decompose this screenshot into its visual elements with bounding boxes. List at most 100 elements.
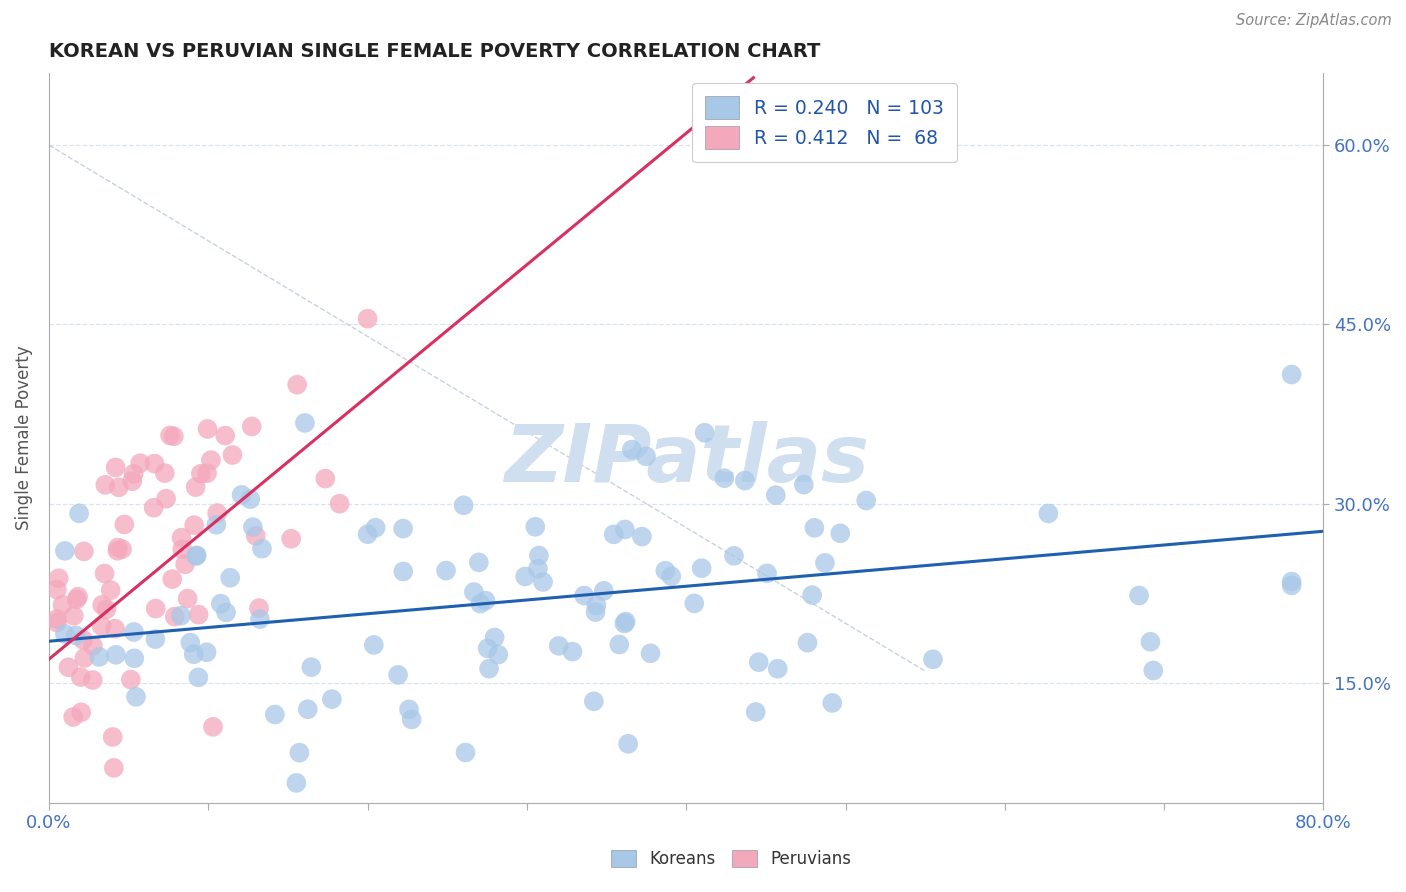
- Point: [723, 549, 745, 563]
- Point: [239, 492, 262, 507]
- Point: [120, 673, 142, 687]
- Point: [186, 549, 208, 563]
- Point: [531, 574, 554, 589]
- Point: [830, 526, 852, 541]
- Point: [547, 639, 569, 653]
- Point: [112, 517, 135, 532]
- Point: [515, 569, 537, 583]
- Point: [434, 564, 457, 578]
- Point: [163, 429, 186, 443]
- Point: [280, 532, 302, 546]
- Point: [356, 311, 378, 326]
- Point: [170, 531, 193, 545]
- Point: [1038, 507, 1060, 521]
- Point: [585, 599, 607, 613]
- Point: [72, 632, 94, 647]
- Point: [215, 606, 238, 620]
- Point: [659, 569, 682, 583]
- Point: [1281, 368, 1303, 382]
- Point: [690, 561, 713, 575]
- Point: [398, 702, 420, 716]
- Point: [387, 668, 409, 682]
- Point: [364, 521, 387, 535]
- Point: [65, 592, 87, 607]
- Point: [45, 582, 67, 597]
- Point: [294, 416, 316, 430]
- Point: [582, 694, 605, 708]
- Point: [561, 645, 583, 659]
- Point: [453, 499, 475, 513]
- Point: [922, 652, 945, 666]
- Point: [470, 597, 492, 611]
- Point: [82, 673, 104, 687]
- Point: [474, 593, 496, 607]
- Point: [527, 561, 550, 575]
- Point: [104, 460, 127, 475]
- Point: [153, 466, 176, 480]
- Point: [73, 544, 96, 558]
- Point: [202, 720, 225, 734]
- Point: [693, 425, 716, 440]
- Point: [745, 705, 768, 719]
- Point: [748, 655, 770, 669]
- Point: [264, 707, 287, 722]
- Point: [160, 572, 183, 586]
- Point: [793, 477, 815, 491]
- Point: [713, 471, 735, 485]
- Point: [299, 660, 322, 674]
- Point: [195, 645, 218, 659]
- Point: [478, 662, 501, 676]
- Point: [163, 609, 186, 624]
- Point: [143, 632, 166, 646]
- Text: Source: ZipAtlas.com: Source: ZipAtlas.com: [1236, 13, 1392, 29]
- Point: [190, 467, 212, 481]
- Point: [321, 692, 343, 706]
- Point: [288, 746, 311, 760]
- Point: [766, 662, 789, 676]
- Point: [73, 651, 96, 665]
- Point: [486, 648, 509, 662]
- Point: [477, 641, 499, 656]
- Point: [756, 566, 779, 581]
- Point: [82, 639, 104, 653]
- Point: [297, 702, 319, 716]
- Point: [245, 529, 267, 543]
- Point: [468, 555, 491, 569]
- Point: [285, 377, 308, 392]
- Point: [613, 616, 636, 631]
- Point: [107, 480, 129, 494]
- Point: [51, 598, 73, 612]
- Point: [1281, 574, 1303, 589]
- Point: [104, 648, 127, 662]
- Point: [172, 542, 194, 557]
- Point: [796, 635, 818, 649]
- Point: [640, 646, 662, 660]
- Point: [814, 556, 837, 570]
- Point: [96, 602, 118, 616]
- Point: [654, 564, 676, 578]
- Point: [1139, 635, 1161, 649]
- Point: [607, 638, 630, 652]
- Point: [527, 549, 550, 563]
- Point: [221, 448, 243, 462]
- Point: [159, 428, 181, 442]
- Point: [247, 601, 270, 615]
- Point: [142, 500, 165, 515]
- Point: [62, 608, 84, 623]
- Point: [183, 647, 205, 661]
- Point: [107, 541, 129, 555]
- Point: [176, 591, 198, 606]
- Point: [187, 670, 209, 684]
- Point: [363, 638, 385, 652]
- Point: [1128, 589, 1150, 603]
- Point: [314, 472, 336, 486]
- Point: [65, 628, 87, 642]
- Point: [91, 598, 114, 612]
- Point: [103, 761, 125, 775]
- Point: [250, 541, 273, 556]
- Point: [184, 549, 207, 563]
- Point: [184, 480, 207, 494]
- Point: [821, 696, 844, 710]
- Point: [1142, 664, 1164, 678]
- Point: [195, 466, 218, 480]
